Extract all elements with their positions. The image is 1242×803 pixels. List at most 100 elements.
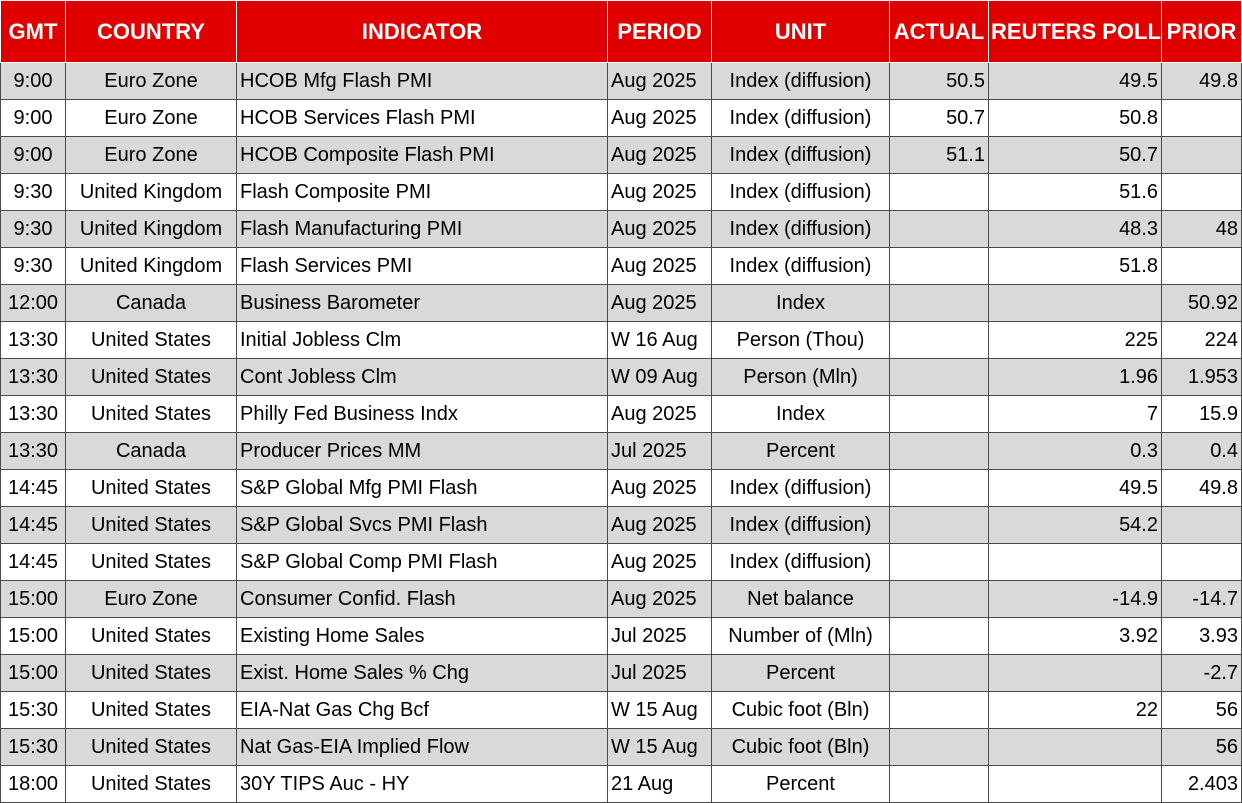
cell-reuters-poll: 50.8 (988, 99, 1162, 137)
cell-actual (889, 395, 989, 433)
cell-prior: 50.92 (1161, 284, 1242, 322)
cell-gmt: 9:30 (0, 247, 66, 285)
cell-actual (889, 543, 989, 581)
cell-country: United States (65, 321, 237, 359)
cell-unit: Number of (Mln) (711, 617, 890, 655)
cell-unit: Index (711, 284, 890, 322)
cell-actual (889, 506, 989, 544)
header-period: PERIOD (607, 0, 712, 63)
cell-period: W 16 Aug (607, 321, 712, 359)
cell-prior (1161, 247, 1242, 285)
cell-indicator: 30Y TIPS Auc - HY (236, 765, 608, 803)
cell-period: 21 Aug (607, 765, 712, 803)
cell-actual (889, 691, 989, 729)
cell-prior: 224 (1161, 321, 1242, 359)
cell-indicator: Flash Services PMI (236, 247, 608, 285)
cell-indicator: Initial Jobless Clm (236, 321, 608, 359)
cell-reuters-poll (988, 543, 1162, 581)
cell-country: United Kingdom (65, 210, 237, 248)
cell-actual: 50.7 (889, 99, 989, 137)
cell-gmt: 12:00 (0, 284, 66, 322)
cell-prior (1161, 136, 1242, 174)
cell-unit: Index (diffusion) (711, 247, 890, 285)
cell-country: United States (65, 506, 237, 544)
cell-actual (889, 284, 989, 322)
cell-indicator: S&P Global Comp PMI Flash (236, 543, 608, 581)
table-row: 15:00 United States Existing Home Sales Jul… (0, 617, 1242, 655)
header-prior: PRIOR (1161, 0, 1242, 63)
table-row: 12:00 Canada Business Barometer Aug 2025 Ind… (0, 284, 1242, 322)
header-gmt: GMT (0, 0, 66, 63)
cell-period: Jul 2025 (607, 617, 712, 655)
cell-country: United States (65, 543, 237, 581)
cell-actual (889, 173, 989, 211)
table-body: 9:00 Euro Zone HCOB Mfg Flash PMI Aug 2025 I… (0, 62, 1242, 803)
cell-country: Canada (65, 432, 237, 470)
cell-indicator: S&P Global Svcs PMI Flash (236, 506, 608, 544)
table-row: 14:45 United States S&P Global Mfg PMI Fla… (0, 469, 1242, 507)
cell-actual (889, 765, 989, 803)
cell-actual (889, 247, 989, 285)
cell-period: Aug 2025 (607, 543, 712, 581)
cell-period: Jul 2025 (607, 432, 712, 470)
cell-country: Euro Zone (65, 62, 237, 100)
table-row: 9:30 United Kingdom Flash Services PMI Aug … (0, 247, 1242, 285)
cell-gmt: 15:00 (0, 617, 66, 655)
cell-reuters-poll: 22 (988, 691, 1162, 729)
cell-indicator: Nat Gas-EIA Implied Flow (236, 728, 608, 766)
cell-indicator: Producer Prices MM (236, 432, 608, 470)
cell-gmt: 15:30 (0, 691, 66, 729)
cell-indicator: EIA-Nat Gas Chg Bcf (236, 691, 608, 729)
cell-period: W 09 Aug (607, 358, 712, 396)
cell-country: Euro Zone (65, 136, 237, 174)
cell-gmt: 13:30 (0, 395, 66, 433)
table-row: 15:00 United States Exist. Home Sales % Ch… (0, 654, 1242, 692)
cell-reuters-poll: 51.6 (988, 173, 1162, 211)
cell-country: United Kingdom (65, 173, 237, 211)
cell-indicator: Existing Home Sales (236, 617, 608, 655)
cell-unit: Percent (711, 432, 890, 470)
cell-country: Euro Zone (65, 99, 237, 137)
cell-country: United States (65, 654, 237, 692)
cell-indicator: S&P Global Mfg PMI Flash (236, 469, 608, 507)
cell-prior (1161, 543, 1242, 581)
cell-unit: Index (diffusion) (711, 506, 890, 544)
cell-prior (1161, 173, 1242, 211)
cell-prior: 56 (1161, 728, 1242, 766)
cell-country: United States (65, 728, 237, 766)
cell-actual (889, 469, 989, 507)
table-row: 15:00 Euro Zone Consumer Confid. Flash Aug … (0, 580, 1242, 618)
cell-reuters-poll: 7 (988, 395, 1162, 433)
cell-period: Aug 2025 (607, 580, 712, 618)
cell-prior: -2.7 (1161, 654, 1242, 692)
cell-country: United States (65, 691, 237, 729)
cell-actual (889, 617, 989, 655)
cell-period: Aug 2025 (607, 395, 712, 433)
table-row: 9:00 Euro Zone HCOB Mfg Flash PMI Aug 2025 I… (0, 62, 1242, 100)
table-row: 9:30 United Kingdom Flash Composite PMI Aug… (0, 173, 1242, 211)
header-actual: ACTUAL (889, 0, 989, 63)
cell-prior: 49.8 (1161, 62, 1242, 100)
cell-gmt: 9:00 (0, 99, 66, 137)
cell-actual (889, 432, 989, 470)
cell-prior (1161, 99, 1242, 137)
cell-reuters-poll: 0.3 (988, 432, 1162, 470)
cell-prior: 3.93 (1161, 617, 1242, 655)
table-row: 9:00 Euro Zone HCOB Services Flash PMI Aug … (0, 99, 1242, 137)
table-row: 9:00 Euro Zone HCOB Composite Flash PMI Aug… (0, 136, 1242, 174)
cell-reuters-poll: 54.2 (988, 506, 1162, 544)
cell-gmt: 9:30 (0, 173, 66, 211)
cell-indicator: Consumer Confid. Flash (236, 580, 608, 618)
cell-gmt: 15:30 (0, 728, 66, 766)
cell-prior: 48 (1161, 210, 1242, 248)
cell-actual (889, 580, 989, 618)
table-row: 9:30 United Kingdom Flash Manufacturing PM… (0, 210, 1242, 248)
cell-unit: Index (711, 395, 890, 433)
cell-prior: 2.403 (1161, 765, 1242, 803)
cell-prior (1161, 506, 1242, 544)
cell-country: United States (65, 765, 237, 803)
cell-country: Euro Zone (65, 580, 237, 618)
cell-unit: Index (diffusion) (711, 543, 890, 581)
cell-unit: Person (Thou) (711, 321, 890, 359)
table-row: 13:30 United States Cont Jobless Clm W 09 A… (0, 358, 1242, 396)
